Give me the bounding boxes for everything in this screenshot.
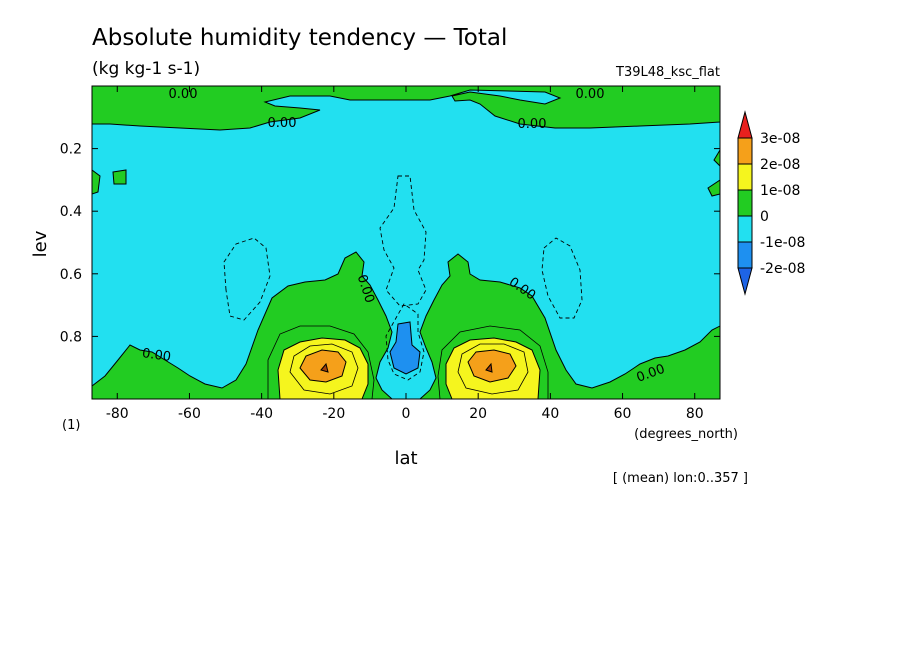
y-tick-label: 0.8 [60, 329, 82, 345]
contour-label-top-left: 0.00 [169, 87, 198, 102]
colorbar-bottom-arrow [737, 267, 753, 296]
x-axis-label: lat [394, 448, 417, 469]
contour-plot: 0.00 0.00 0.00 0.00 0.00 0.00 0.00 0.00 [91, 85, 721, 400]
max-mark-south [320, 362, 329, 373]
colorbar-label: 3e-08 [760, 131, 800, 147]
y-axis-label: lev [30, 230, 51, 257]
x-tick-label: 20 [469, 406, 487, 422]
x-tick-label: 0 [402, 406, 411, 422]
x-tick-label: -80 [106, 406, 129, 422]
colorbar-label: -1e-08 [760, 235, 805, 251]
y-axis-units: (1) [62, 418, 80, 433]
x-tick-label: 80 [686, 406, 704, 422]
contour-label-upper-right: 0.00 [518, 117, 547, 132]
max-mark-north [485, 362, 493, 373]
colorbar-top-arrow [737, 110, 753, 139]
contour-label-upper-left: 0.00 [268, 116, 297, 131]
field-orange-north [467, 349, 517, 383]
colorbar-label: 2e-08 [760, 157, 800, 173]
contour-inner-north-2 [457, 343, 529, 395]
contour-label-top-right: 0.00 [576, 87, 605, 102]
footnote: [ (mean) lon:0..357 ] [613, 471, 748, 486]
colorbar-segment [737, 163, 753, 191]
field-orange-south [299, 349, 347, 383]
field-top-band [92, 86, 720, 131]
x-tick-label: -20 [322, 406, 345, 422]
contour-inner-south-2 [289, 343, 359, 395]
field-blue-equator [389, 321, 421, 375]
contour-inner-south [267, 325, 375, 399]
y-tick-label: 0.6 [60, 267, 82, 283]
x-tick-label: 60 [614, 406, 632, 422]
contour-inner-north [437, 325, 549, 399]
colorbar-label: 0 [760, 209, 769, 225]
colorbar-segment [737, 215, 753, 243]
x-tick-label: -60 [178, 406, 201, 422]
colorbar-segment [737, 189, 753, 217]
chart-title: Absolute humidity tendency — Total [92, 25, 507, 51]
colorbar: 3e-08 2e-08 1e-08 0 -1e-08 -2e-08 [737, 110, 805, 296]
y-tick-label: 0.4 [60, 204, 82, 220]
field-patch-southwest [112, 169, 127, 185]
colorbar-segment [737, 241, 753, 269]
field-patch-west [92, 169, 101, 195]
x-tick-label: -40 [250, 406, 273, 422]
colorbar-label: 1e-08 [760, 183, 800, 199]
colorbar-label: -2e-08 [760, 261, 805, 277]
y-tick-label: 0.2 [60, 142, 82, 158]
contour-label-low-left: 0.00 [141, 346, 172, 365]
field-patch-east [713, 149, 720, 167]
x-axis: -80 -60 -40 -20 0 20 40 60 80 [106, 86, 704, 422]
experiment-label: T39L48_ksc_flat [615, 65, 720, 80]
field-patch-east-2 [707, 179, 720, 197]
colorbar-segment [737, 137, 753, 165]
x-tick-label: 40 [541, 406, 559, 422]
chart-subtitle: (kg kg-1 s-1) [92, 59, 200, 79]
x-axis-units: (degrees_north) [634, 427, 738, 442]
negative-contours [223, 175, 583, 381]
y-axis: 0.2 0.4 0.6 0.8 [60, 142, 720, 345]
